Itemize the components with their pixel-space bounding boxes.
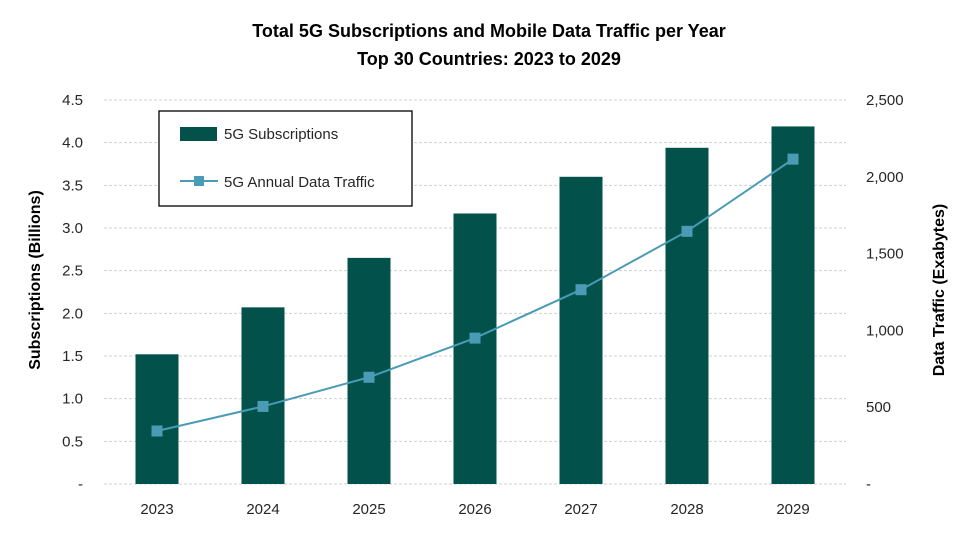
legend-line-marker xyxy=(194,176,204,186)
bar xyxy=(665,147,709,484)
line-point xyxy=(575,284,587,296)
y-tick-label: 4.0 xyxy=(62,135,83,152)
bar xyxy=(771,126,815,484)
y-tick-label: 3.5 xyxy=(62,177,83,194)
y2-axis-title: Data Traffic (Exabytes) xyxy=(931,204,948,377)
legend: 5G Subscriptions 5G Annual Data Traffic xyxy=(158,110,413,207)
bar xyxy=(135,354,179,484)
bar xyxy=(453,213,497,484)
line-series xyxy=(151,153,799,437)
bar-series xyxy=(135,126,815,485)
x-tick-label: 2026 xyxy=(458,501,491,518)
legend-box xyxy=(158,110,413,207)
line-point xyxy=(257,400,269,412)
y2-tick-label: 2,000 xyxy=(866,169,904,186)
y-tick-label: 4.5 xyxy=(62,92,83,109)
y-tick-label: 1.0 xyxy=(62,391,83,408)
y-tick-label: 0.5 xyxy=(62,433,83,450)
x-tick-label: 2027 xyxy=(564,501,597,518)
line-point xyxy=(787,153,799,165)
x-tick-label: 2023 xyxy=(140,501,173,518)
legend-line-label: 5G Annual Data Traffic xyxy=(224,174,375,191)
x-tick-label: 2024 xyxy=(246,501,279,518)
line-point xyxy=(681,225,693,237)
legend-bar-label: 5G Subscriptions xyxy=(224,126,338,143)
bar xyxy=(241,307,285,484)
y-axis-title: Subscriptions (Billions) xyxy=(27,190,44,370)
legend-bar-swatch xyxy=(180,127,217,141)
x-tick-label: 2029 xyxy=(776,501,809,518)
y-tick-label: 2.0 xyxy=(62,305,83,322)
right-axis-ticks: - 500 1,000 1,500 2,000 2,500 xyxy=(866,92,904,493)
bar xyxy=(559,176,603,485)
chart-subtitle: Top 30 Countries: 2023 to 2029 xyxy=(357,49,621,69)
chart-title: Total 5G Subscriptions and Mobile Data T… xyxy=(252,21,725,41)
y2-tick-label: - xyxy=(866,476,871,493)
x-axis-ticks: 2023 2024 2025 2026 2027 2028 2029 xyxy=(140,501,809,518)
y2-tick-label: 1,000 xyxy=(866,322,904,339)
line-point xyxy=(363,371,375,383)
y2-tick-label: 1,500 xyxy=(866,246,904,263)
y-tick-label: 3.0 xyxy=(62,220,83,237)
y-tick-label: 1.5 xyxy=(62,348,83,365)
left-axis-ticks: - 0.5 1.0 1.5 2.0 2.5 3.0 3.5 4.0 4.5 xyxy=(62,92,83,493)
x-tick-label: 2025 xyxy=(352,501,385,518)
line-point xyxy=(469,332,481,344)
y-tick-label: - xyxy=(78,476,83,493)
line-point xyxy=(151,425,163,437)
y2-tick-label: 2,500 xyxy=(866,92,904,109)
x-tick-label: 2028 xyxy=(670,501,703,518)
y-tick-label: 2.5 xyxy=(62,263,83,280)
y2-tick-label: 500 xyxy=(866,399,891,416)
